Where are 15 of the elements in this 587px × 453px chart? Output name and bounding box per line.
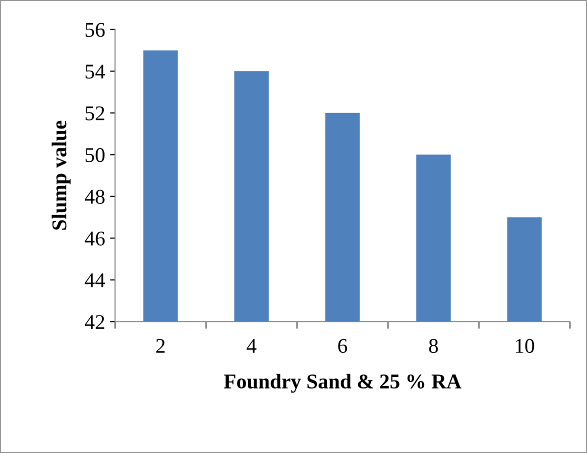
y-tick-label: 52 — [86, 106, 104, 120]
x-tick-label: 6 — [338, 338, 348, 353]
x-tick-label: 4 — [246, 339, 256, 353]
y-tick-label: 48 — [84, 190, 105, 204]
y-axis-title: Slump value — [52, 120, 71, 230]
y-tick-label: 44 — [84, 273, 106, 288]
x-tick-label: 8 — [429, 338, 438, 353]
x-axis-title: Foundry Sand & 25 % RA — [224, 374, 462, 393]
y-tick-label: 54 — [86, 64, 106, 79]
x-tick-label: 2 — [156, 338, 165, 353]
y-tick-label: 46 — [84, 232, 105, 246]
y-tick-label: 56 — [86, 22, 105, 37]
x-tick-label: 10 — [516, 338, 534, 353]
y-tick-label: 50 — [86, 148, 105, 162]
y-tick-label: 42 — [84, 315, 104, 329]
